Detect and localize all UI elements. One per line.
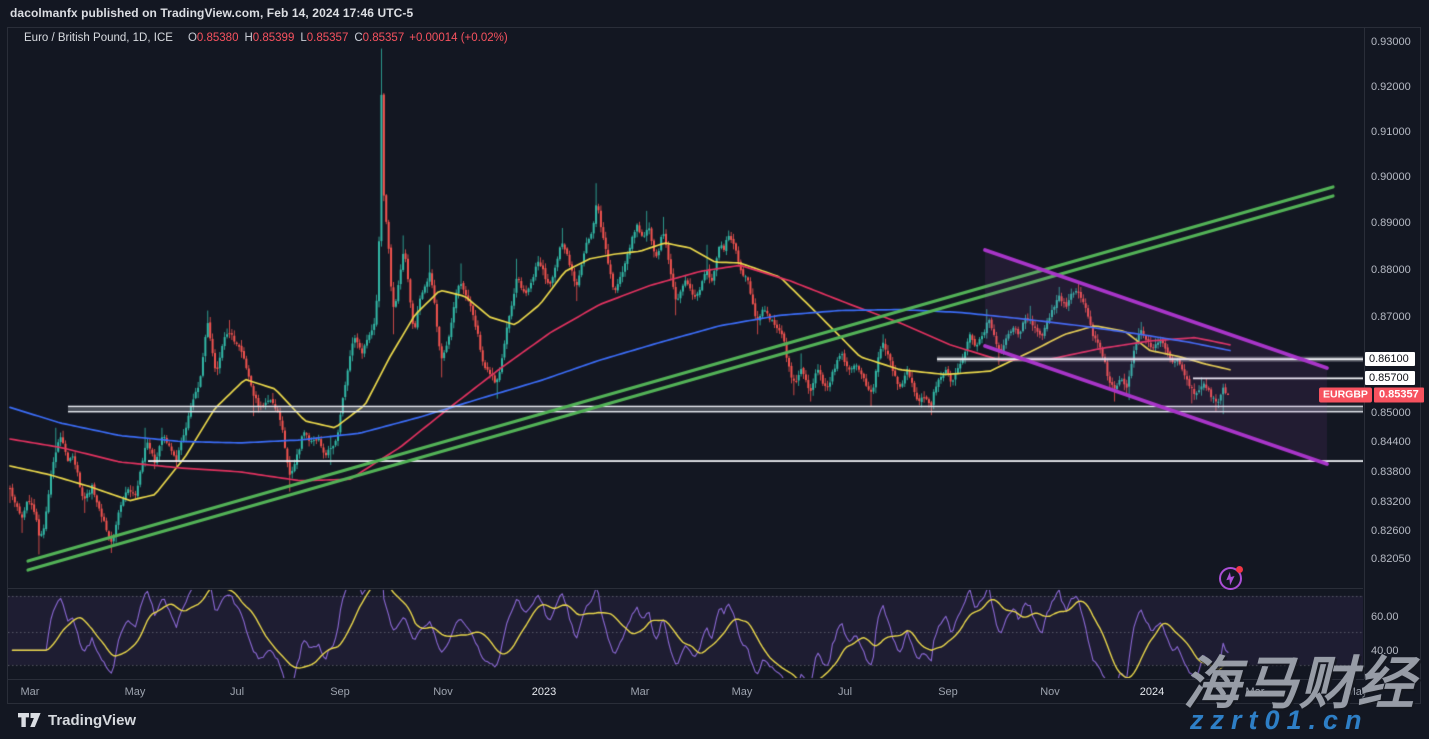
rsi-label-40.00: 40.00 [1371, 645, 1399, 658]
price-label-0.82050: 0.82050 [1371, 552, 1411, 565]
rsi-indicator-canvas[interactable] [8, 588, 1363, 679]
price-label-0.84400: 0.84400 [1371, 436, 1411, 449]
badge-symbol: EURGBP [1319, 387, 1372, 403]
ohlc-letter-H: H [244, 32, 253, 44]
rsi-label-60.00: 60.00 [1371, 610, 1399, 623]
time-label-Jul: Jul [837, 686, 853, 698]
price-label-0.90000: 0.90000 [1371, 171, 1411, 184]
ohlc-value-O: 0.85380 [196, 32, 239, 44]
time-label-Jul: Jul [229, 686, 245, 698]
price-label-0.82600: 0.82600 [1371, 525, 1411, 538]
time-label-Mar: Mar [20, 686, 40, 698]
flash-button[interactable] [1219, 566, 1243, 590]
price-label-0.85000: 0.85000 [1371, 407, 1411, 420]
time-label-Sep: Sep [938, 686, 958, 698]
tradingview-logo-text: TradingView [48, 712, 137, 729]
price-label-0.83200: 0.83200 [1371, 495, 1411, 508]
ohlc-value-C: 0.85357 [362, 32, 405, 44]
time-label-Nov: Nov [1040, 686, 1060, 698]
last-price-badge: EURGBP 0.85357 [1319, 387, 1424, 403]
time-label-Sep: Sep [330, 686, 350, 698]
price-label-0.92000: 0.92000 [1371, 80, 1411, 93]
time-label-May: May [731, 686, 753, 698]
attribution-text: dacolmanfx published on TradingView.com,… [10, 6, 414, 20]
watermark-chinese: 海马财经 [1183, 652, 1415, 716]
time-label-2024: 2024 [1139, 686, 1165, 698]
price-label-0.83800: 0.83800 [1371, 465, 1411, 478]
price-label-0.91000: 0.91000 [1371, 125, 1411, 138]
watermark-url: zzrt01.cn [1190, 705, 1369, 735]
price-axis[interactable]: 0.93000 0.92000 0.91000 0.90000 0.89000 0.880… [1364, 28, 1421, 679]
ohlc-letter-O: O [187, 32, 197, 44]
ohlc-letter-C: C [354, 32, 363, 44]
time-label-Mar: Mar [630, 686, 650, 698]
ohlc-value-L: 0.85357 [306, 32, 349, 44]
price-line-label-0.86100: 0.86100 [1365, 352, 1415, 367]
time-label-Mar: Mar [1245, 686, 1265, 698]
ohlc-letter-L: L [300, 32, 307, 44]
notification-dot [1236, 566, 1243, 573]
main-chart-canvas[interactable] [8, 28, 1363, 588]
symbol-legend: Euro / British Pound, 1D, ICE O0.85380 H0.… [24, 32, 508, 44]
price-label-0.88000: 0.88000 [1371, 264, 1411, 277]
badge-price: 0.85357 [1373, 387, 1424, 403]
chart-frame: Euro / British Pound, 1D, ICE O0.85380 H0.… [7, 27, 1421, 704]
symbol-title[interactable]: Euro / British Pound, 1D, ICE [24, 32, 173, 44]
ohlc-values: O0.85380 H0.85399 L0.85357 C0.85357 [182, 32, 404, 44]
time-label-Nov: Nov [433, 686, 453, 698]
price-label-0.93000: 0.93000 [1371, 35, 1411, 48]
ohlc-value-H: 0.85399 [252, 32, 295, 44]
time-label-May: May [1346, 686, 1368, 698]
price-label-0.89000: 0.89000 [1371, 217, 1411, 230]
change-value: +0.00014 (+0.02%) [409, 32, 508, 44]
price-line-label-0.85700: 0.85700 [1365, 371, 1415, 386]
time-axis[interactable]: Mar May Jul Sep Nov 2023 Mar May Jul Sep Nov 2024 Ma… [8, 679, 1367, 704]
price-label-0.87000: 0.87000 [1371, 311, 1411, 324]
lightning-icon [1226, 571, 1235, 586]
time-label-2023: 2023 [531, 686, 557, 698]
tradingview-logo[interactable]: TradingView [18, 712, 136, 729]
tradingview-mark-icon [18, 713, 41, 727]
time-label-May: May [124, 686, 146, 698]
